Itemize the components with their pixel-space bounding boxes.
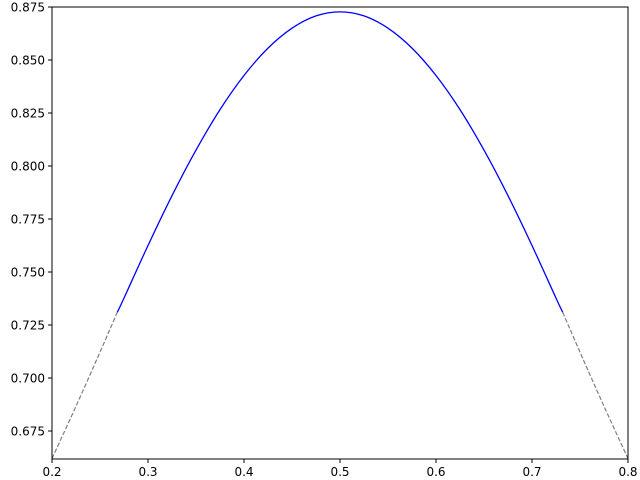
y-tick-label: 0.825 <box>11 107 45 121</box>
x-axis: 0.2 0.3 0.4 0.5 0.6 0.7 0.8 <box>42 459 638 479</box>
y-tick-label: 0.875 <box>11 1 45 15</box>
x-tick-label: 0.3 <box>138 465 157 479</box>
series-line-dashed-0 <box>51 312 118 459</box>
series-line-solid-1 <box>116 11 564 313</box>
x-tick-label: 0.2 <box>42 465 61 479</box>
y-tick-label: 0.800 <box>11 160 45 174</box>
x-tick-label: 0.7 <box>522 465 541 479</box>
x-tick-label: 0.6 <box>426 465 445 479</box>
x-tick-label: 0.5 <box>330 465 349 479</box>
x-tick-label: 0.8 <box>618 465 637 479</box>
series-group <box>51 11 629 459</box>
y-tick-label: 0.750 <box>11 266 45 280</box>
y-axis: 0.675 0.700 0.725 0.750 0.775 0.800 0.825 0.850… <box>11 1 52 439</box>
axes-frame <box>51 6 629 460</box>
series-line-dashed-2 <box>562 312 629 459</box>
y-tick-label: 0.700 <box>11 372 45 386</box>
y-tick-label: 0.675 <box>11 425 45 439</box>
y-tick-label: 0.850 <box>11 54 45 68</box>
x-tick-label: 0.4 <box>234 465 253 479</box>
y-tick-label: 0.775 <box>11 213 45 227</box>
y-tick-label: 0.725 <box>11 319 45 333</box>
